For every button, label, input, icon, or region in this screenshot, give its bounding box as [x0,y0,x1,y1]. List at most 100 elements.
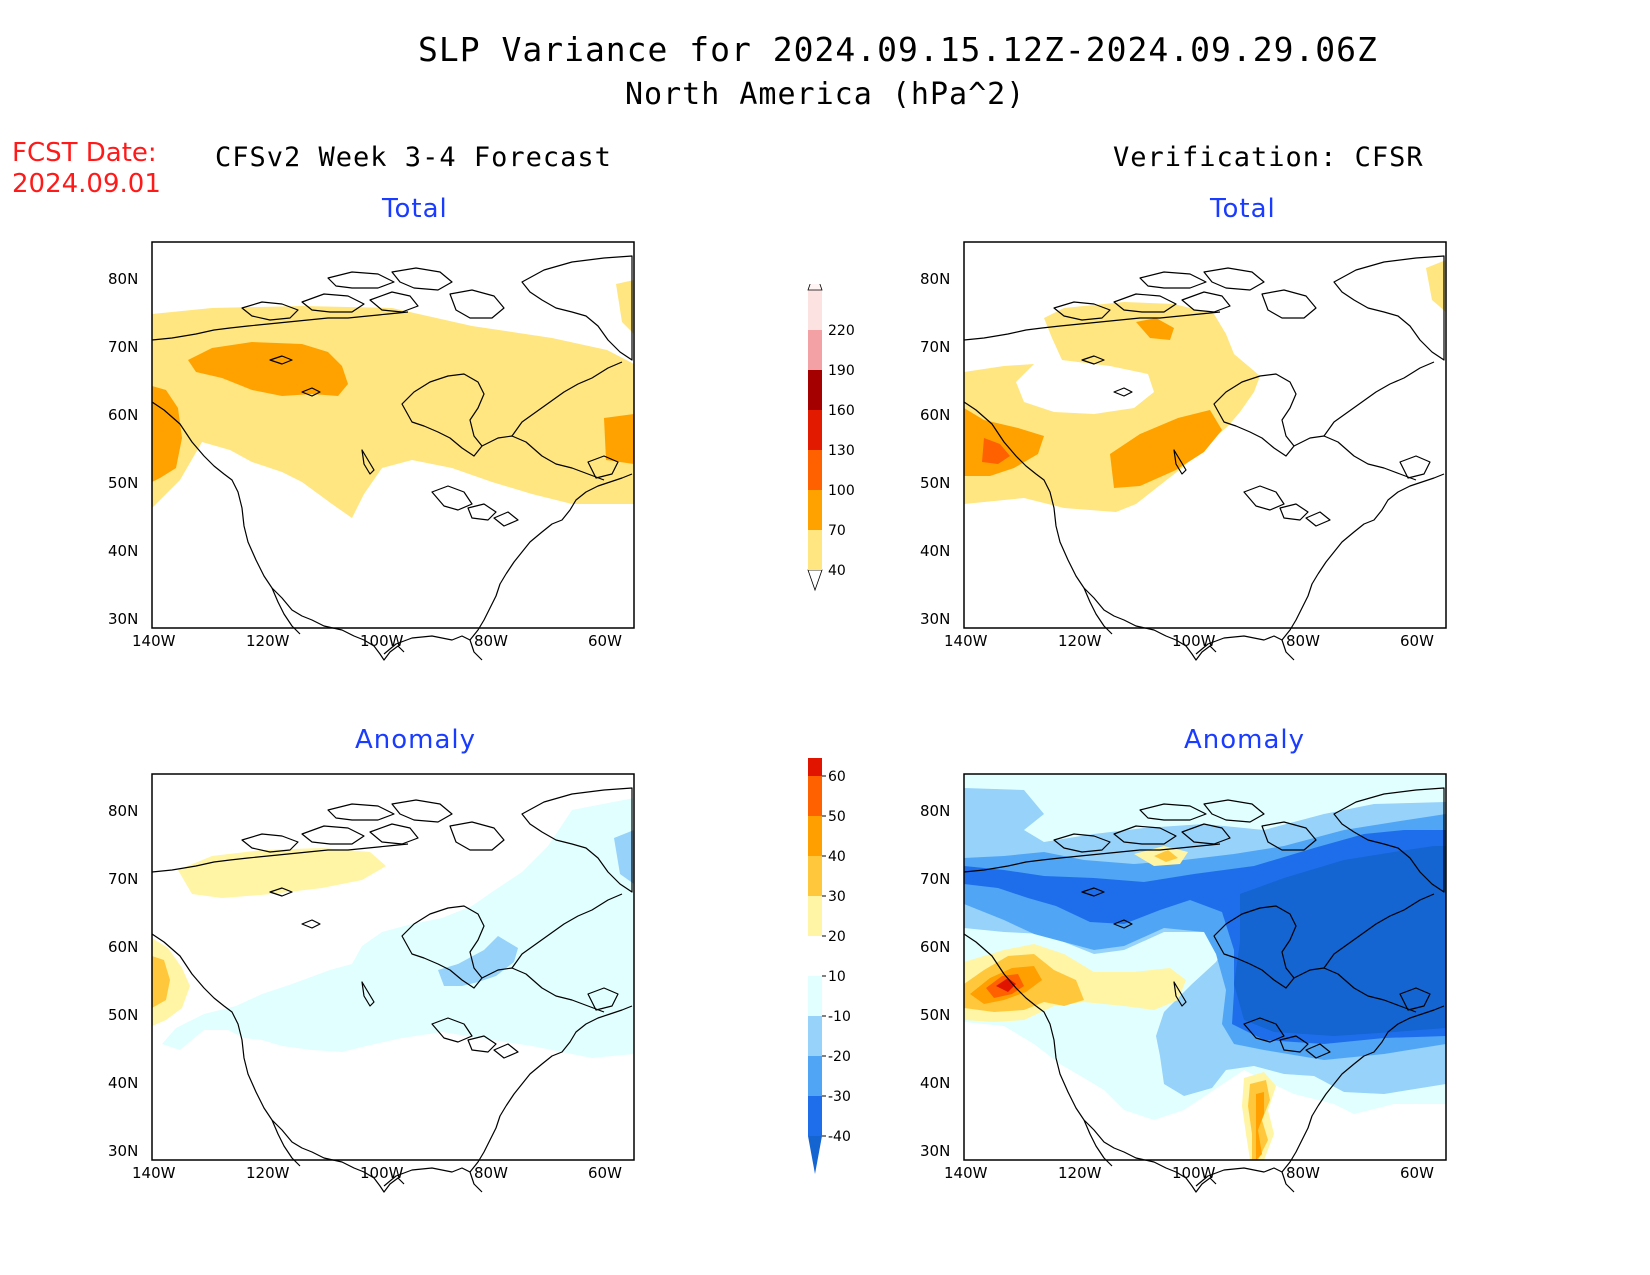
contour-40-70-greenland [616,280,634,334]
colorbar-anomaly-lower-triangle [808,1136,822,1174]
map-verify-anomaly [963,773,1447,1193]
column-heading-forecast: CFSv2 Week 3-4 Forecast [215,142,612,173]
colorbar-total-box [808,290,822,330]
fcst-date-label: FCST Date: [12,138,157,168]
contour-70-100-arctic [1136,318,1174,340]
lat-tick-label: 30N [108,1142,139,1160]
colorbar-anomaly-box [808,776,822,816]
lon-tick-label: 60W [588,1164,622,1182]
lat-tick-label: 70N [920,338,951,356]
contour-70-100-pacific [152,386,182,482]
column-heading-verification: Verification: CFSR [1113,142,1424,173]
lon-tick-label: 140W [132,632,176,650]
colorbar-anomaly-label: -20 [828,1049,851,1065]
lon-tick-label: 140W [132,1164,176,1182]
lon-tick-label: 80W [474,1164,508,1182]
contour-70-100-canada [1110,410,1222,488]
lon-tick-label: 140W [944,1164,988,1182]
colorbar-anomaly-box [808,936,822,976]
panel-title-forecast-total: Total [382,194,448,224]
contour-70-100-atlantic [604,414,634,464]
colorbar-total: 40 70 100 130 160 190 220 [807,284,855,592]
lat-tick-label: 80N [920,802,951,820]
lon-tick-label: 100W [1172,632,1216,650]
colorbar-anomaly-label: 40 [828,849,846,865]
colorbar-anomaly-box [808,896,822,936]
colorbar-total-label: 130 [828,443,855,459]
lon-tick-label: 60W [1400,1164,1434,1182]
lon-tick-label: 80W [1286,632,1320,650]
contour-40-70-greenland [1426,260,1446,312]
lon-tick-label: 60W [588,632,622,650]
lon-tick-label: 100W [360,1164,404,1182]
lat-tick-label: 60N [920,406,951,424]
contour-20-30-pacific [152,956,170,1008]
panel-title-verify-total: Total [1210,194,1276,224]
lat-tick-label: 50N [920,1006,951,1024]
colorbar-anomaly-label: 20 [828,929,846,945]
fcst-date-value: 2024.09.01 [12,169,161,199]
panel-title-verify-anomaly: Anomaly [1184,725,1306,755]
lon-tick-label: 80W [474,632,508,650]
main-title: SLP Variance for 2024.09.15.12Z-2024.09.… [418,30,1378,69]
colorbar-total-box [808,530,822,570]
lon-tick-label: 100W [1172,1164,1216,1182]
contour-30-40-gulf [1256,1092,1264,1160]
colorbar-total-lower-triangle [807,569,823,592]
colorbar-anomaly-box [808,1016,822,1056]
shading-verify-anomaly [964,774,1446,1160]
contour-100-130 [982,438,1010,464]
contour-m10-m20 [162,798,634,1058]
lat-tick-label: 70N [108,338,139,356]
colorbar-total-box [808,410,822,450]
lat-tick-label: 30N [108,610,139,628]
colorbar-anomaly-label: 60 [828,769,846,785]
lat-tick-label: 60N [108,406,139,424]
colorbar-anomaly-label: -40 [828,1129,851,1145]
colorbar-total-label: 100 [828,483,855,499]
colorbar-anomaly-box [808,1056,822,1096]
colorbar-total-label: 220 [828,323,855,339]
colorbar-total-label: 70 [828,523,846,539]
panel-title-forecast-anomaly: Anomaly [355,725,477,755]
lon-tick-label: 140W [944,632,988,650]
colorbar-anomaly-box [808,816,822,856]
lat-tick-label: 30N [920,610,951,628]
lat-tick-label: 80N [108,270,139,288]
colorbar-anomaly-label: -30 [828,1089,851,1105]
map-verify-total [963,241,1447,661]
map-forecast-total [151,241,635,661]
lat-tick-label: 50N [108,1006,139,1024]
lon-tick-label: 80W [1286,1164,1320,1182]
lat-tick-label: 60N [920,938,951,956]
lat-tick-label: 80N [108,802,139,820]
colorbar-total-box [808,450,822,490]
colorbar-anomaly-label: 10 [828,969,846,985]
contour-deep-blue [1234,846,1446,1036]
colorbar-anomaly: -40 -30 -20 -10 10 20 30 40 50 60 [808,758,851,1174]
colorbar-anomaly-box [808,1096,822,1136]
colorbar-total-upper-triangle [807,284,823,291]
lon-tick-label: 120W [1058,632,1102,650]
colorbar-total-box [808,330,822,370]
lat-tick-label: 50N [920,474,951,492]
lat-tick-label: 80N [920,270,951,288]
colorbar-total-box [808,490,822,530]
subtitle: North America (hPa^2) [625,77,1026,112]
colorbar-anomaly-label: 30 [828,889,846,905]
colorbar-total-box [808,370,822,410]
colorbar-total-label: 160 [828,403,855,419]
lon-tick-label: 120W [1058,1164,1102,1182]
contour-m20-m30-hudson [438,936,518,986]
map-forecast-anomaly [151,773,635,1193]
lat-tick-label: 50N [108,474,139,492]
lat-tick-label: 30N [920,1142,951,1160]
colorbar-total-label: 40 [828,563,846,579]
colorbar-total-label: 190 [828,363,855,379]
lat-tick-label: 70N [920,870,951,888]
lon-tick-label: 100W [360,632,404,650]
contour-20-30-arctic [1154,850,1178,862]
colorbar-anomaly-box [808,856,822,896]
lat-tick-label: 40N [920,1074,951,1092]
colorbar-anomaly-box [808,758,822,776]
